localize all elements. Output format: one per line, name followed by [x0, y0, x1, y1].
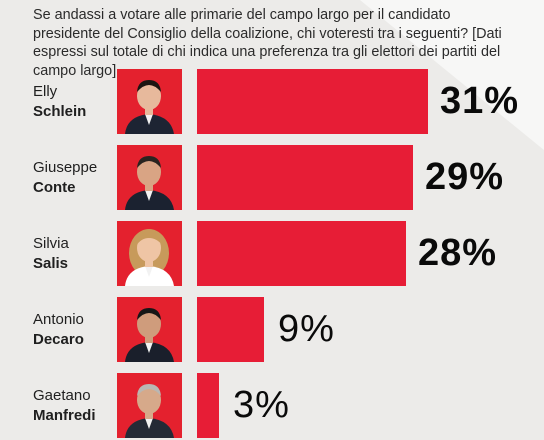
survey-question: Se andassi a votare alle primarie del ca… [33, 7, 502, 79]
candidate-row: Gaetano Manfredi 3% [0, 373, 544, 439]
data-label: 28% [418, 232, 498, 274]
candidate-last-name: Decaro [33, 331, 84, 348]
candidate-photo [117, 297, 182, 362]
portrait-illustration [125, 229, 174, 286]
candidate-first-name: Gaetano [33, 387, 91, 404]
candidate-row: Silvia Salis 28% [0, 221, 544, 287]
candidate-name: Elly Schlein [33, 82, 115, 122]
portrait-illustration [125, 80, 174, 134]
bar [197, 373, 219, 438]
candidate-row: Antonio Decaro 9% [0, 297, 544, 363]
bar [197, 145, 413, 210]
data-label: 31% [440, 80, 520, 122]
candidate-name: Silvia Salis [33, 234, 115, 274]
data-label: 29% [425, 156, 505, 198]
candidate-first-name: Antonio [33, 311, 84, 328]
bar [197, 297, 264, 362]
candidate-photo [117, 145, 182, 210]
candidate-last-name: Schlein [33, 103, 87, 120]
candidate-photo [117, 221, 182, 286]
candidate-name: Giuseppe Conte [33, 158, 115, 198]
candidate-row: Giuseppe Conte 29% [0, 145, 544, 211]
candidate-name: Antonio Decaro [33, 310, 115, 350]
candidate-first-name: Giuseppe [33, 159, 98, 176]
candidate-row: Elly Schlein 31% [0, 69, 544, 135]
portrait-illustration [125, 156, 174, 210]
candidate-last-name: Salis [33, 255, 69, 272]
data-label: 3% [233, 384, 290, 426]
candidate-last-name: Conte [33, 179, 76, 196]
candidate-first-name: Elly [33, 83, 58, 100]
candidate-photo [117, 373, 182, 438]
bar [197, 221, 406, 286]
candidate-first-name: Silvia [33, 235, 69, 252]
bar [197, 69, 428, 134]
portrait-illustration [125, 384, 174, 438]
candidate-last-name: Manfredi [33, 407, 96, 424]
candidate-photo [117, 69, 182, 134]
candidate-name: Gaetano Manfredi [33, 386, 115, 426]
data-label: 9% [278, 308, 335, 350]
portrait-illustration [125, 308, 174, 362]
